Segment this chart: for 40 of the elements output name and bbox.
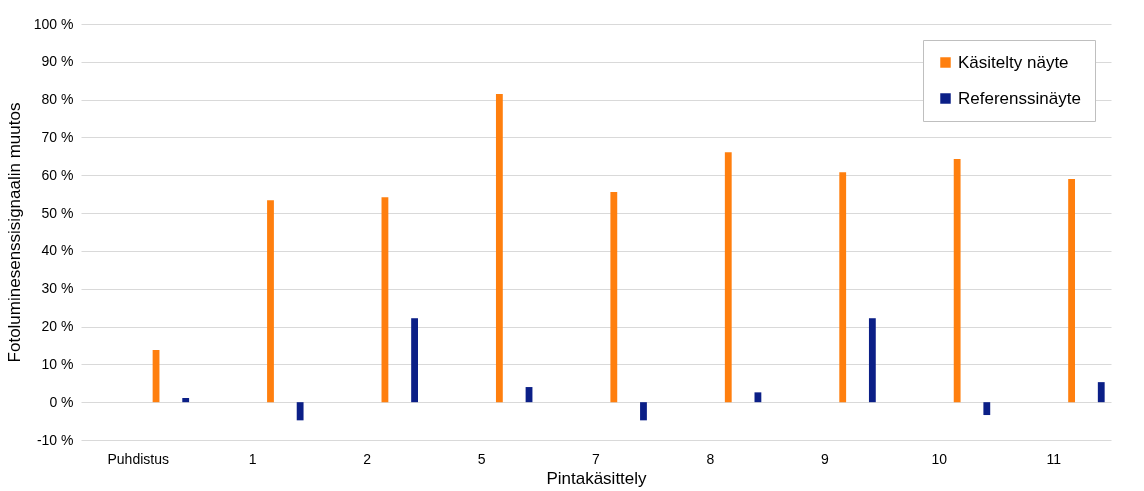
y-tick-label: 10 % bbox=[41, 355, 74, 372]
x-axis-title: Pintakäsittely bbox=[546, 468, 648, 488]
bar bbox=[1068, 179, 1076, 403]
bar bbox=[839, 172, 847, 403]
x-tick-label: 8 bbox=[706, 450, 715, 467]
y-tick-label: 70 % bbox=[41, 128, 74, 145]
x-tick-label: 7 bbox=[592, 450, 601, 467]
x-tick-label: Puhdistus bbox=[107, 450, 169, 467]
bar bbox=[411, 318, 418, 403]
legend-label: Referenssinäyte bbox=[958, 88, 1081, 108]
x-tick-label: 10 bbox=[931, 450, 948, 467]
bar bbox=[754, 392, 762, 403]
y-tick-label: 0 % bbox=[49, 393, 74, 410]
bar bbox=[296, 402, 304, 421]
x-tick-label: 5 bbox=[477, 450, 486, 467]
y-tick-label: 40 % bbox=[41, 242, 74, 259]
bar bbox=[953, 159, 961, 403]
y-tick-label: 20 % bbox=[41, 318, 74, 335]
y-tick-label: -10 % bbox=[36, 431, 74, 448]
y-tick-label: 30 % bbox=[41, 280, 74, 297]
y-tick-label: 50 % bbox=[41, 204, 74, 221]
y-tick-label: 80 % bbox=[41, 91, 74, 108]
legend-label: Käsitelty näyte bbox=[958, 52, 1069, 72]
bar bbox=[724, 152, 732, 403]
x-tick-label: 2 bbox=[363, 450, 372, 467]
y-tick-label: 100 % bbox=[33, 15, 74, 32]
bar bbox=[640, 402, 647, 421]
y-axis-title: Fotoluminesenssisignaalin muutos bbox=[4, 102, 24, 363]
bar bbox=[182, 398, 190, 403]
bar bbox=[868, 318, 876, 403]
y-tick-label: 60 % bbox=[41, 166, 74, 183]
x-tick-label: 11 bbox=[1046, 450, 1062, 467]
y-tick-label: 90 % bbox=[41, 53, 74, 70]
bar bbox=[983, 402, 991, 416]
x-tick-label: 1 bbox=[248, 450, 257, 467]
bar bbox=[495, 93, 503, 403]
bar bbox=[1097, 382, 1105, 403]
bar bbox=[610, 191, 618, 403]
x-tick-label: 9 bbox=[820, 450, 829, 467]
bar bbox=[267, 200, 274, 403]
